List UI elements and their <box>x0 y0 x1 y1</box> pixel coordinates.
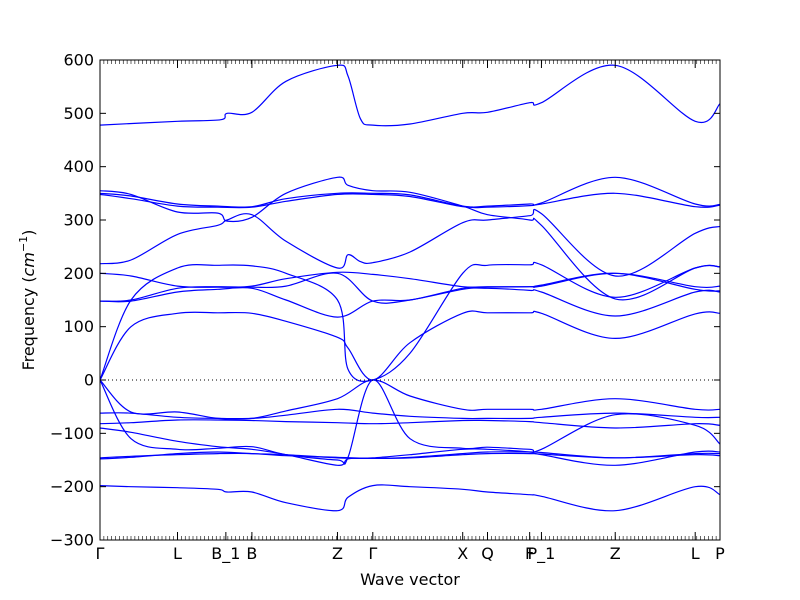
band-line <box>99 176 721 301</box>
x-tick-label: B <box>246 544 257 563</box>
y-axis-label-close: ) <box>19 230 38 236</box>
band-line <box>99 64 721 127</box>
y-tick-label: 400 <box>63 157 94 176</box>
x-tick-label: B_1 <box>211 544 240 564</box>
x-tick-label: L <box>691 544 700 563</box>
y-axis-label: Frequency (cm−1) <box>17 230 38 371</box>
band-line <box>99 208 721 277</box>
x-tick-label: X <box>457 544 468 563</box>
x-tick-label: F <box>525 544 534 563</box>
y-tick-label: 100 <box>63 317 94 336</box>
x-axis-label: Wave vector <box>360 570 460 589</box>
y-axis-label-unit: cm <box>19 252 38 276</box>
band-line <box>99 484 721 512</box>
x-tick-label: L <box>173 544 182 563</box>
band-line <box>99 272 721 304</box>
y-axis-label-exponent: −1 <box>17 236 30 252</box>
band-line <box>99 419 721 429</box>
band-line <box>99 427 721 466</box>
x-tick-label: Q <box>481 544 494 563</box>
x-tick-label: Z <box>332 544 343 563</box>
y-axis-label-text: Frequency ( <box>19 276 38 370</box>
band-line <box>99 452 721 460</box>
x-axis-minor-ticks <box>99 60 721 540</box>
x-tick-label: Γ <box>96 544 105 563</box>
band-line <box>99 287 721 318</box>
band-line <box>99 379 721 420</box>
band-line <box>99 192 721 209</box>
y-tick-label: −200 <box>50 477 94 496</box>
x-tick-label: Γ <box>368 544 377 563</box>
band-line <box>99 379 721 465</box>
x-tick-label: P <box>715 544 725 563</box>
x-tick-label: P_1 <box>528 544 556 564</box>
y-tick-label: 600 <box>63 51 94 70</box>
y-tick-label: −100 <box>50 424 94 443</box>
y-tick-label: 500 <box>63 104 94 123</box>
y-tick-label: 0 <box>84 371 94 390</box>
y-tick-label: 300 <box>63 211 94 230</box>
band-line <box>99 310 721 381</box>
x-axis-ticks: Γ L B_1 B Z Γ X Q FP_1 Z L P <box>96 60 725 564</box>
y-tick-label: −300 <box>50 531 94 550</box>
y-tick-label: 200 <box>63 264 94 283</box>
x-tick-label: Z <box>610 544 621 563</box>
plot-area-frame <box>99 59 721 541</box>
band-lines <box>99 64 721 512</box>
band-line <box>99 176 721 208</box>
